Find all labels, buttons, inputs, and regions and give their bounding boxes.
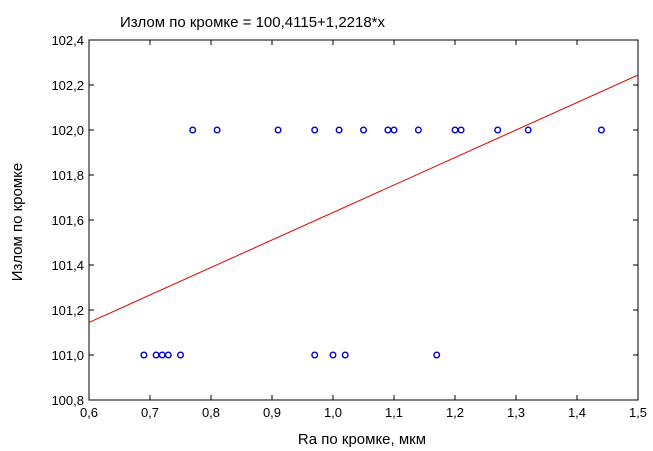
plot-area: 0,6 0,7 0,8 0,9 1,0 1,1 1,2 1,3 1,4 1,5 100,8 101,0…: [51, 33, 647, 420]
data-point: [457, 126, 465, 134]
regression-line: [88, 74, 639, 323]
y-tick-label: 101,0: [51, 348, 84, 363]
x-tick-label: 1,4: [568, 405, 586, 420]
y-tick-label: 102,4: [51, 33, 84, 48]
chart-title: Излом по кромке = 100,4115+1,2218*x: [120, 14, 386, 31]
data-point: [329, 351, 337, 359]
y-tick-label: 101,2: [51, 303, 84, 318]
data-point: [433, 351, 441, 359]
data-point: [335, 126, 343, 134]
data-point: [384, 126, 392, 134]
data-point: [274, 126, 282, 134]
y-tick-label: 102,0: [51, 123, 84, 138]
data-point: [494, 126, 502, 134]
plot-frame: [88, 39, 639, 401]
x-tick-label: 1,3: [507, 405, 525, 420]
x-tick-label: 0,6: [80, 405, 98, 420]
x-tick-label: 0,9: [263, 405, 281, 420]
x-tick-label: 1,1: [385, 405, 403, 420]
data-point: [152, 351, 160, 359]
x-tick-label: 1,2: [446, 405, 464, 420]
data-point: [524, 126, 532, 134]
y-tick-label: 102,2: [51, 78, 84, 93]
y-tick-label: 101,4: [51, 258, 84, 273]
x-tick-label: 0,7: [141, 405, 159, 420]
data-point: [341, 351, 349, 359]
data-point: [176, 351, 184, 359]
y-axis-label: Излом по кромке: [9, 163, 26, 282]
data-point: [189, 126, 197, 134]
data-point: [140, 351, 148, 359]
data-point: [311, 351, 319, 359]
data-point: [164, 351, 172, 359]
data-point: [390, 126, 398, 134]
data-point: [451, 126, 459, 134]
data-point: [597, 126, 605, 134]
y-tick-label: 101,6: [51, 213, 84, 228]
data-point: [158, 351, 166, 359]
y-tick-label: 101,8: [51, 168, 84, 183]
data-point: [311, 126, 319, 134]
data-point: [360, 126, 368, 134]
x-axis-label: Ra по кромке, мкм: [298, 431, 426, 448]
data-point: [414, 126, 422, 134]
x-tick-label: 1,5: [629, 405, 647, 420]
x-tick-label: 0,8: [202, 405, 220, 420]
y-tick-label: 100,8: [51, 393, 84, 408]
data-point: [213, 126, 221, 134]
x-tick-label: 1,0: [324, 405, 342, 420]
